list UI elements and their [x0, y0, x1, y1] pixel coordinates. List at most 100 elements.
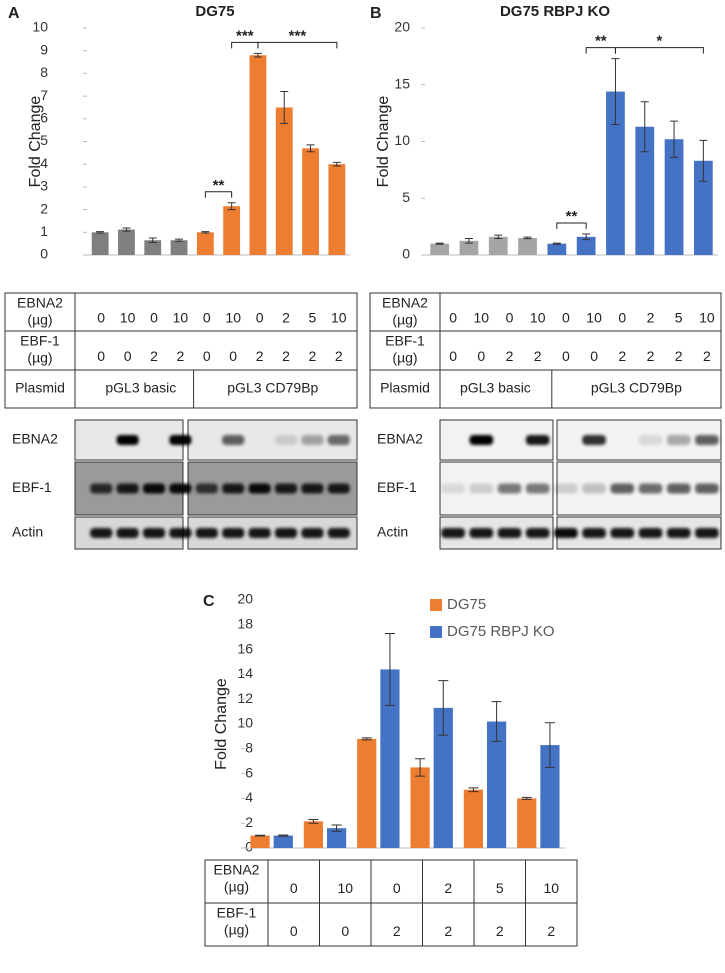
bar: [433, 707, 453, 848]
table-cell: 5: [675, 310, 683, 326]
panel-letter: C: [203, 593, 215, 610]
blot-band: [222, 435, 245, 445]
bar: [517, 798, 537, 848]
row-label: (µg): [27, 312, 52, 328]
bar: [144, 240, 162, 255]
y-tick-label: 10: [237, 715, 253, 731]
table-cell: 5: [309, 310, 317, 326]
blot-band: [169, 483, 192, 494]
blot-band: [525, 435, 550, 445]
blot-band: [274, 528, 298, 538]
blot-band: [695, 483, 719, 494]
table-cell: 10: [699, 310, 715, 326]
blot-band: [441, 483, 465, 494]
error-bar: [670, 120, 679, 158]
bar: [380, 669, 400, 848]
blot-label: EBF-1: [377, 479, 417, 495]
error-bar: [494, 234, 503, 240]
y-tick-label: 4: [40, 155, 48, 171]
table-cell: pGL3 basic: [460, 380, 531, 396]
blot-label: EBF-1: [12, 479, 52, 495]
table-cell: 10: [543, 880, 559, 896]
bar: [196, 232, 214, 255]
table-cell: pGL3 CD79Bp: [227, 380, 318, 396]
blot-band: [90, 528, 113, 538]
table-cell: 0: [256, 310, 264, 326]
bar: [540, 745, 560, 848]
table-cell: 0: [449, 310, 457, 326]
bar: [170, 240, 188, 255]
y-tick-label: 6: [245, 764, 253, 780]
table-cell: 2: [444, 923, 452, 939]
bar: [487, 721, 507, 848]
blot-band: [222, 528, 245, 538]
table-cell: 0: [290, 880, 298, 896]
y-tick-label: 0: [402, 246, 410, 262]
bar: [223, 206, 241, 255]
bar: [357, 738, 377, 848]
y-tick-label: 5: [40, 132, 48, 148]
table-border: [4, 292, 358, 409]
error-bar: [582, 233, 591, 241]
y-tick-label: 3: [40, 178, 48, 194]
table-cell: 10: [120, 310, 136, 326]
error-bar: [640, 101, 649, 153]
blot-band: [248, 483, 271, 494]
table-cell: 2: [675, 348, 683, 364]
blot-band: [554, 528, 578, 538]
y-axis-label: Fold Change: [27, 96, 44, 188]
y-tick-label: 12: [237, 690, 253, 706]
blot-band: [666, 483, 691, 494]
row-label: (µg): [224, 922, 249, 938]
significance-label: **: [566, 208, 578, 225]
blot-band: [638, 528, 663, 538]
row-label: EBF-1: [217, 905, 257, 921]
blot-band: [248, 528, 271, 538]
table-cell: 2: [496, 923, 504, 939]
blot-band: [195, 528, 218, 538]
table-cell: 0: [506, 310, 514, 326]
blot-band: [695, 528, 719, 538]
blot-label: EBNA2: [12, 431, 58, 447]
y-tick-label: 6: [40, 110, 48, 126]
chart-title: DG75 RBPJ KO: [500, 3, 610, 20]
y-tick-label: 2: [245, 814, 253, 830]
blot-band: [695, 435, 719, 445]
table-cell: pGL3 basic: [105, 380, 176, 396]
table-cell: 0: [290, 923, 298, 939]
bar: [488, 236, 508, 255]
table-cell: 2: [647, 348, 655, 364]
y-tick-label: 7: [40, 87, 48, 103]
blot-band: [469, 528, 494, 538]
bar: [303, 821, 323, 848]
row-label: EBNA2: [214, 862, 260, 878]
table-cell: 0: [590, 348, 598, 364]
table-cell: 0: [97, 348, 105, 364]
blot-band: [195, 483, 218, 494]
y-tick-label: 9: [40, 41, 48, 57]
blot-band: [116, 435, 139, 445]
bar: [302, 148, 319, 255]
row-label: EBF-1: [385, 333, 425, 349]
table-cell: 2: [618, 348, 626, 364]
error-bar: [464, 238, 473, 244]
bar: [327, 828, 347, 848]
y-tick-label: 4: [245, 789, 253, 805]
bar: [410, 767, 430, 848]
table-cell: 10: [474, 310, 490, 326]
panel-letter: A: [8, 5, 20, 22]
bar: [275, 107, 293, 255]
y-tick-label: 8: [40, 64, 48, 80]
error-bar: [278, 834, 289, 837]
table-cell: 0: [618, 310, 626, 326]
panel-letter: B: [370, 5, 382, 22]
blot-band: [582, 435, 606, 445]
error-bar: [201, 231, 210, 234]
blot-band: [666, 528, 691, 538]
error-bar: [175, 238, 184, 242]
table-cell: 10: [337, 880, 353, 896]
error-bar: [227, 202, 236, 211]
bar: [547, 243, 567, 255]
y-axis-label: Fold Change: [213, 678, 230, 770]
